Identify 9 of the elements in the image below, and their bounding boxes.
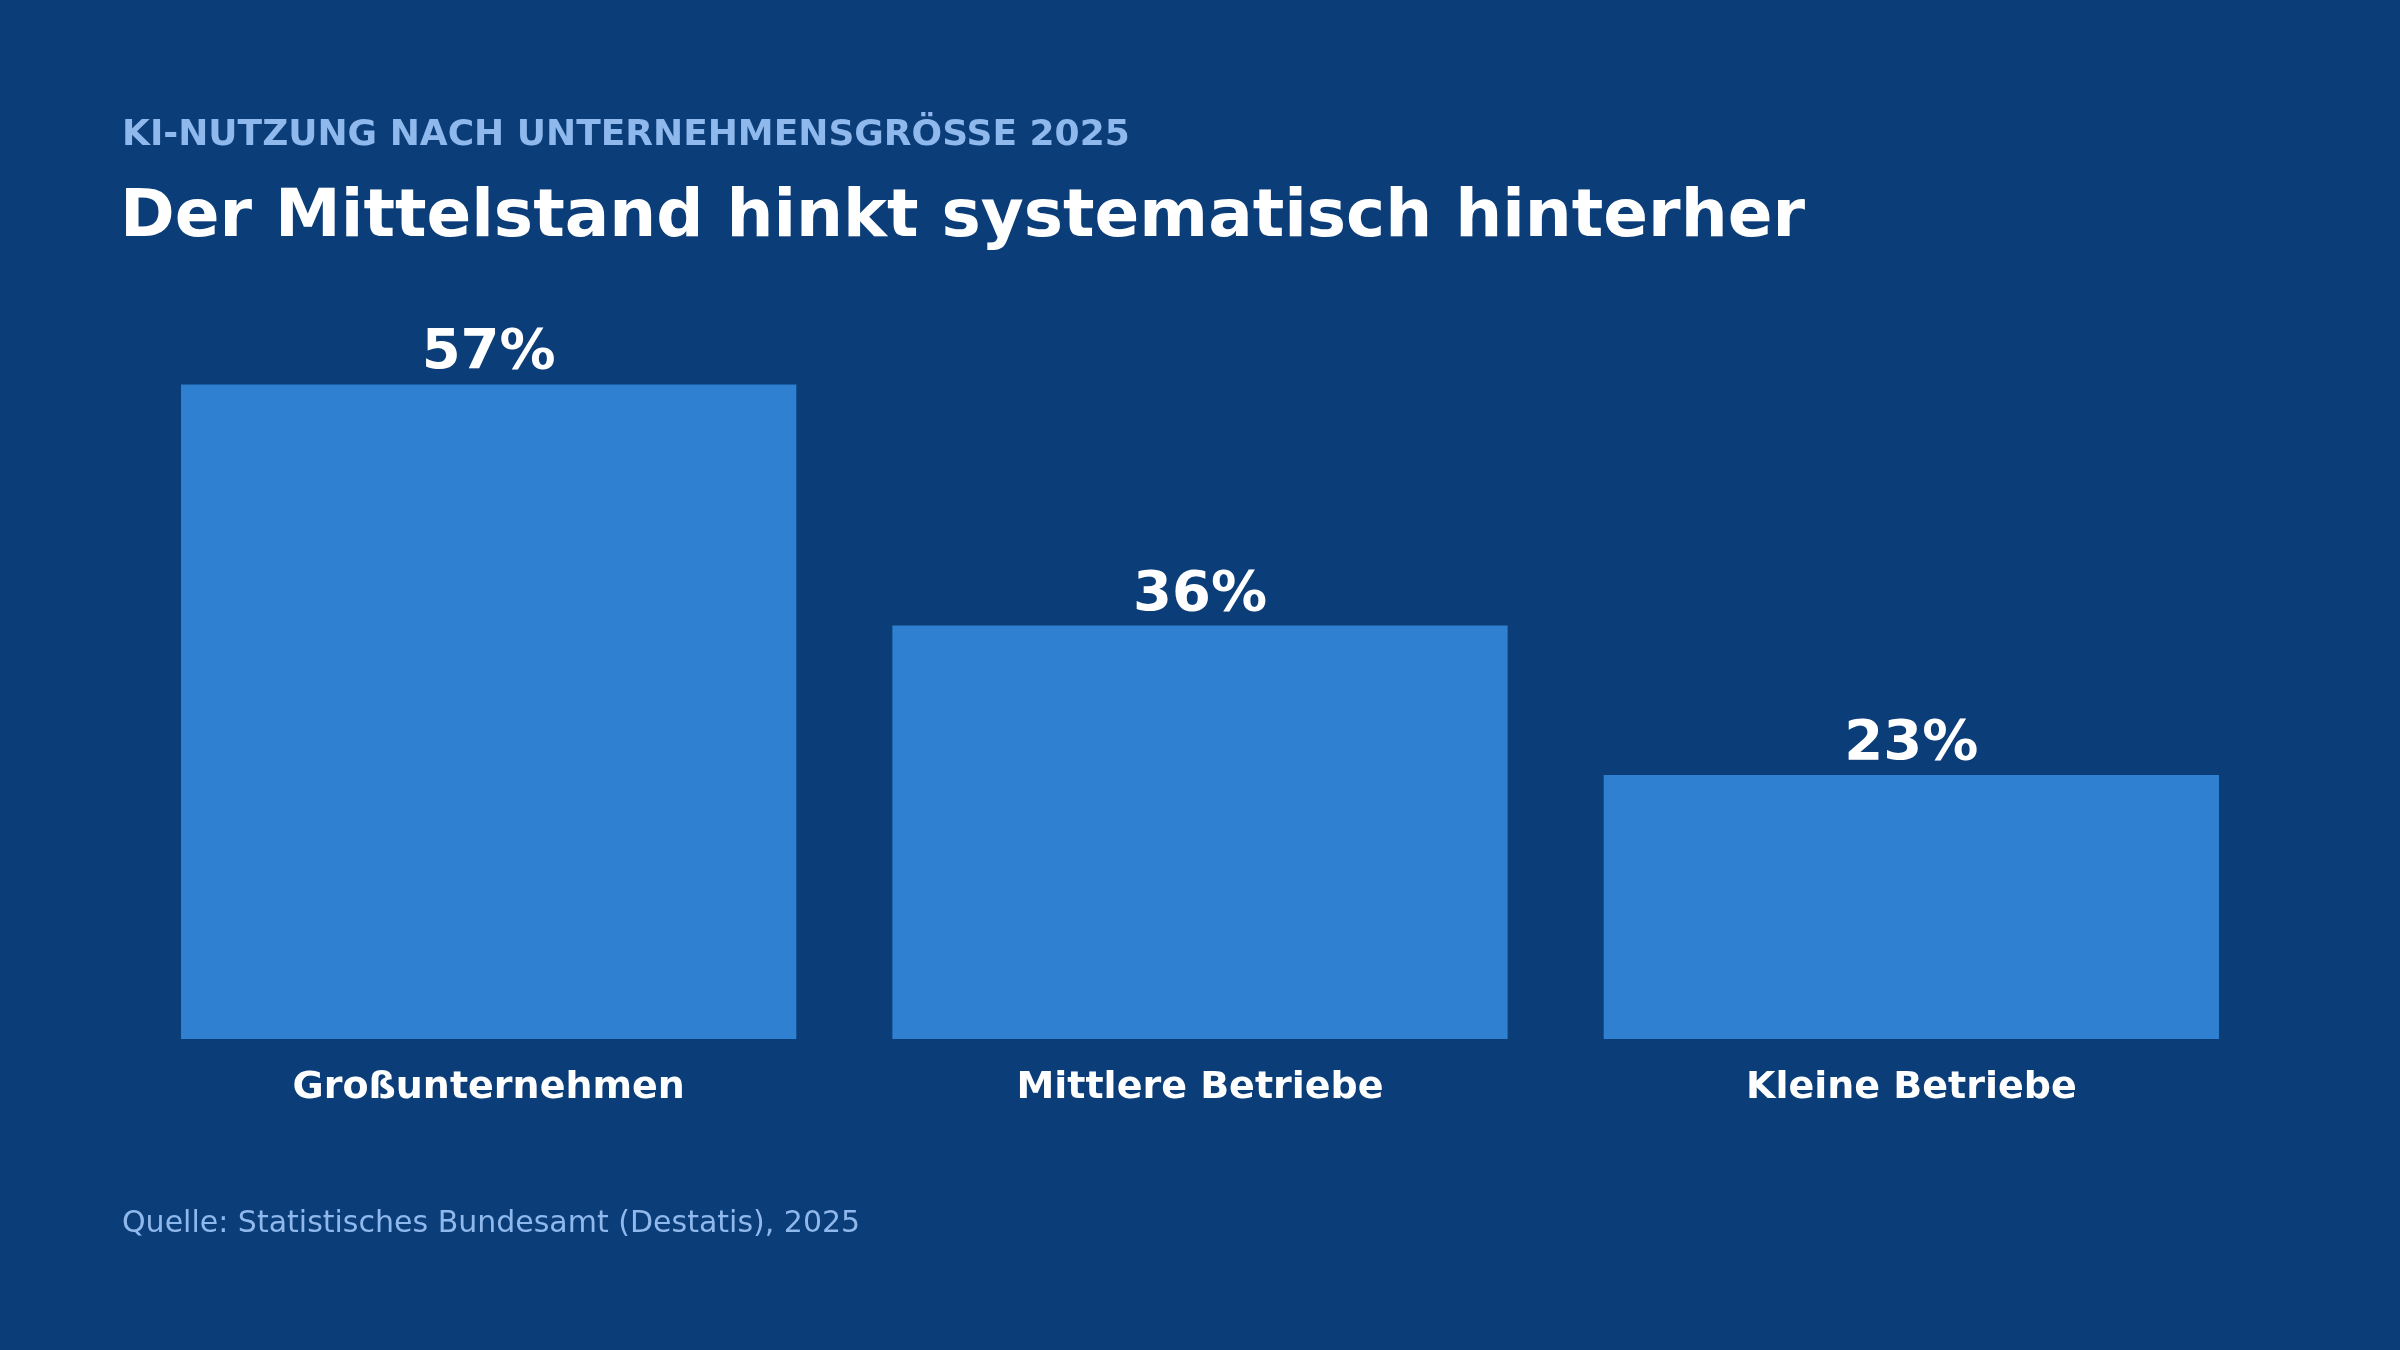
x-tick-label: Großunternehmen (292, 1063, 685, 1107)
data-label: 36% (1132, 557, 1268, 623)
data-label: 57% (421, 316, 556, 382)
x-tick-label: Mittlere Betriebe (1016, 1063, 1384, 1107)
source-note: Quelle: Statistisches Bundesamt (Destatis), 2025 (122, 1204, 861, 1239)
chart-title: Der Mittelstand hinkt systematisch hinterher (120, 175, 1806, 253)
data-label: 23% (1844, 706, 1979, 772)
chart-subtitle: KI-NUTZUNG NACH UNTERNEHMENSGRÖSSE 2025 (122, 112, 1130, 153)
x-tick-label: Kleine Betriebe (1745, 1063, 2077, 1107)
